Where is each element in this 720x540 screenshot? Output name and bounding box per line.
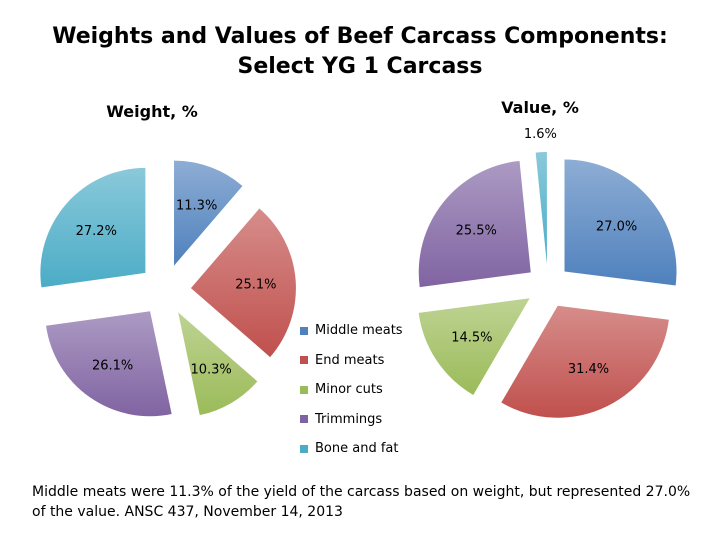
legend-item-bone-and-fat: Bone and fat (300, 434, 403, 464)
value-slice-minor-cuts (418, 298, 530, 395)
weight-slice-middle-meats (174, 160, 243, 266)
legend-label: End meats (315, 352, 385, 368)
value-label-minor-cuts: 14.5% (451, 331, 492, 346)
weight-label-middle-meats: 11.3% (176, 199, 217, 214)
value-slice-trimmings (418, 160, 531, 288)
weight-slice-bone-and-fat (40, 167, 146, 288)
weight-label-end-meats: 25.1% (235, 277, 276, 292)
legend-item-minor-cuts: Minor cuts (300, 375, 403, 405)
legend-label: Bone and fat (315, 441, 399, 457)
legend-item-end-meats: End meats (300, 346, 403, 376)
legend-swatch (300, 415, 308, 424)
weight-label-bone-and-fat: 27.2% (76, 224, 117, 239)
value-label-bone-and-fat: 1.6% (524, 127, 557, 142)
legend-swatch (300, 356, 308, 365)
value-label-end-meats: 31.4% (568, 362, 609, 377)
slide-title-line-2: Select YG 1 Carcass (237, 54, 483, 79)
legend-item-trimmings: Trimmings (300, 405, 403, 435)
legend-swatch (300, 326, 308, 335)
value-chart-title: Value, % (501, 98, 579, 117)
value-slice-bone-and-fat (535, 152, 547, 265)
weight-label-trimmings: 26.1% (92, 359, 133, 374)
value-slice-end-meats (501, 305, 669, 418)
weight-slice-minor-cuts (178, 312, 258, 416)
legend-item-middle-meats: Middle meats (300, 316, 403, 346)
caption: Middle meats were 11.3% of the yield of … (32, 484, 691, 520)
weight-label-minor-cuts: 10.3% (190, 363, 231, 378)
legend-label: Middle meats (315, 323, 403, 339)
legend-label: Minor cuts (315, 382, 383, 398)
legend-swatch (300, 444, 308, 453)
legend: Middle meats End meats Minor cuts Trimmi… (300, 316, 403, 464)
weight-slice-end-meats (190, 208, 296, 358)
legend-label: Trimmings (315, 411, 383, 427)
weight-slice-trimmings (46, 311, 172, 417)
slide-title-line-1: Weights and Values of Beef Carcass Compo… (52, 24, 668, 49)
legend-swatch (300, 385, 308, 394)
weight-pie-chart: Weight, % 11.3% 25.1% 10.3% 26.1% 27.2% (40, 102, 296, 417)
value-label-middle-meats: 27.0% (596, 220, 637, 235)
weight-chart-title: Weight, % (106, 102, 198, 121)
value-label-trimmings: 25.5% (456, 223, 497, 238)
value-slice-middle-meats (564, 159, 677, 286)
slide-title: Weights and Values of Beef Carcass Compo… (0, 22, 720, 82)
value-pie-chart: Value, % 27.0% 31.4% 14.5% 25.5% 1.6% (418, 98, 677, 418)
